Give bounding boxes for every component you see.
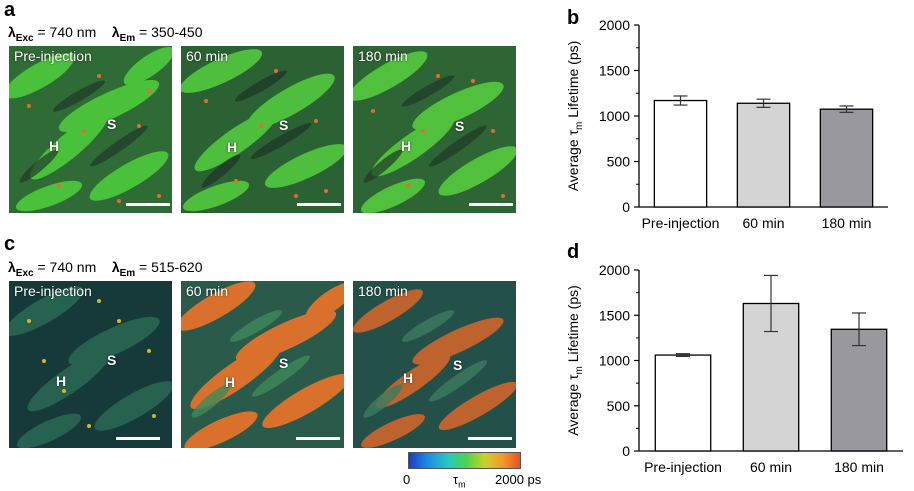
y-tick-label: 0 bbox=[622, 443, 630, 459]
em-lambda: λ bbox=[111, 24, 120, 40]
scale-bar bbox=[116, 437, 160, 440]
y-axis-label: Average τm Lifetime (ps) bbox=[565, 285, 585, 436]
sinusoid-marker: S bbox=[455, 118, 465, 134]
bar-60-min bbox=[736, 102, 791, 208]
y-axis-label-sub: m bbox=[574, 122, 585, 130]
y-tick-label: 1500 bbox=[599, 307, 630, 323]
y-axis-label-prefix: Average τ bbox=[565, 374, 581, 436]
sinusoid-marker: S bbox=[107, 116, 117, 132]
exc-sub: Exc bbox=[15, 267, 34, 279]
y-axis-label-suffix: Lifetime (ps) bbox=[565, 41, 581, 122]
y-tick-label: 0 bbox=[622, 199, 630, 215]
micrograph-c-180min: 180 min H S bbox=[353, 281, 516, 448]
bar-pre-injection bbox=[654, 354, 712, 452]
y-tick-label: 2000 bbox=[599, 17, 630, 33]
bar-180-min bbox=[819, 108, 874, 208]
colorbar-symbol: τm bbox=[453, 472, 466, 490]
x-category-label: 60 min bbox=[742, 215, 784, 231]
micrograph-a-texture bbox=[9, 46, 172, 213]
exc-sub: Exc bbox=[15, 32, 34, 44]
y-axis-label-suffix: Lifetime (ps) bbox=[565, 285, 581, 366]
y-tick-label: 1000 bbox=[599, 108, 630, 124]
micrograph-label: 60 min bbox=[186, 48, 229, 64]
x-category-label: 180 min bbox=[822, 215, 872, 231]
micrograph-label: Pre-injection bbox=[14, 48, 92, 64]
hepatocyte-marker: H bbox=[225, 374, 236, 390]
hepatocyte-marker: H bbox=[49, 138, 60, 154]
micrograph-label: 180 min bbox=[358, 48, 408, 64]
x-category-label: 60 min bbox=[750, 459, 792, 475]
micrograph-c-texture bbox=[9, 281, 172, 448]
exc-value: = 740 nm bbox=[33, 24, 97, 40]
micrograph-c-60min: 60 min H S bbox=[181, 281, 344, 448]
micrograph-c-texture bbox=[181, 281, 344, 448]
panel-letter-b: b bbox=[567, 7, 580, 29]
bar-chart-d: 0 500 1000 1500 2000 Average τm Lifetime (ps)… bbox=[565, 262, 903, 475]
colorbar-sub: m bbox=[458, 479, 466, 490]
colorbar-tau: τ bbox=[453, 472, 459, 487]
em-value: = 350-450 bbox=[135, 24, 203, 40]
hepatocyte-marker: H bbox=[403, 370, 414, 386]
x-category-label: Pre-injection bbox=[642, 215, 720, 231]
y-axis-label-prefix: Average τ bbox=[565, 130, 581, 192]
scale-bar bbox=[297, 203, 341, 206]
micrograph-label: 180 min bbox=[358, 283, 408, 299]
scale-bar bbox=[126, 203, 170, 206]
micrograph-c-pre-injection: Pre-injection H S bbox=[9, 281, 172, 448]
sinusoid-marker: S bbox=[279, 117, 289, 133]
em-lambda: λ bbox=[111, 259, 120, 275]
x-category-label: Pre-injection bbox=[644, 459, 722, 475]
y-tick-label: 2000 bbox=[599, 262, 630, 278]
bar-pre-injection bbox=[653, 99, 708, 208]
y-tick-label: 1000 bbox=[599, 353, 630, 369]
lifetime-colorbar bbox=[408, 452, 521, 469]
sinusoid-marker: S bbox=[453, 357, 463, 373]
micrograph-a-texture bbox=[181, 46, 344, 213]
micrograph-a-pre-injection: Pre-injection H S bbox=[9, 46, 172, 213]
em-sub: Em bbox=[119, 267, 136, 279]
colorbar-max-label: 2000 ps bbox=[495, 472, 542, 487]
hepatocyte-marker: H bbox=[227, 139, 238, 155]
panel-letter-d: d bbox=[567, 241, 580, 263]
bar-chart-b: 0 500 1000 1500 2000 Average τm Lifetime (ps)… bbox=[565, 17, 888, 231]
micrograph-c-texture bbox=[353, 281, 516, 448]
panel-c-wavelengths: λExc = 740 nm λEm = 515-620 bbox=[8, 259, 203, 279]
em-value: = 515-620 bbox=[135, 259, 203, 275]
sinusoid-marker: S bbox=[279, 355, 289, 371]
exc-lambda: λ bbox=[8, 259, 16, 275]
sinusoid-marker: S bbox=[107, 352, 117, 368]
exc-value: = 740 nm bbox=[33, 259, 97, 275]
micrograph-label: Pre-injection bbox=[14, 283, 92, 299]
micrograph-a-60min: 60 min H S bbox=[181, 46, 344, 213]
hepatocyte-marker: H bbox=[56, 373, 67, 389]
micrograph-a-180min: 180 min H S bbox=[353, 46, 516, 213]
scale-bar bbox=[468, 437, 512, 440]
y-tick-label: 1500 bbox=[599, 63, 630, 79]
panel-a-wavelengths: λExc = 740 nm λEm = 350-450 bbox=[8, 24, 203, 44]
scale-bar bbox=[296, 437, 340, 440]
scale-bar bbox=[469, 203, 513, 206]
micrograph-a-texture bbox=[353, 46, 516, 213]
colorbar-min-label: 0 bbox=[403, 472, 411, 487]
y-axis-label: Average τm Lifetime (ps) bbox=[565, 41, 585, 192]
em-sub: Em bbox=[119, 32, 136, 44]
panel-letter-c: c bbox=[4, 233, 16, 255]
panel-letter-a: a bbox=[4, 0, 16, 21]
y-axis-label-sub: m bbox=[574, 366, 585, 374]
hepatocyte-marker: H bbox=[401, 138, 412, 154]
exc-lambda: λ bbox=[8, 24, 16, 40]
bar-180-min bbox=[830, 328, 888, 452]
micrograph-label: 60 min bbox=[186, 283, 229, 299]
y-tick-label: 500 bbox=[607, 398, 631, 414]
x-category-label: 180 min bbox=[834, 459, 884, 475]
y-tick-label: 500 bbox=[607, 154, 631, 170]
